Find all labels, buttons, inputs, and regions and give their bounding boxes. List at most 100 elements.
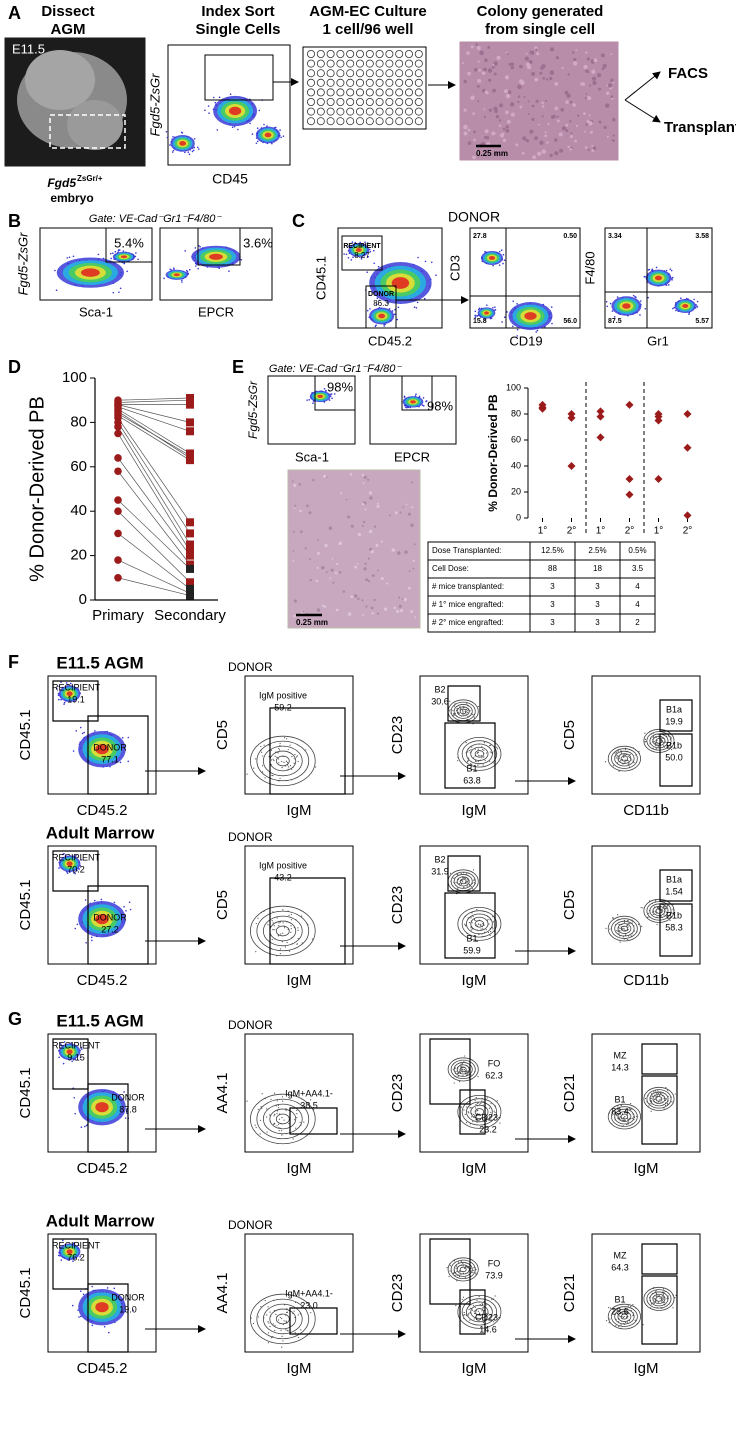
well — [365, 59, 374, 68]
texture — [408, 570, 411, 573]
pair-line — [117, 422, 191, 534]
label: Transplant — [664, 119, 736, 136]
well — [306, 117, 315, 126]
density — [682, 304, 689, 308]
texture — [560, 107, 565, 112]
texture — [596, 73, 602, 78]
gate-value: 76.2 — [67, 1252, 85, 1262]
event-dot — [482, 764, 484, 766]
texture — [483, 108, 486, 111]
event-dot — [644, 1097, 647, 1100]
event-dot — [255, 951, 257, 953]
contour — [453, 874, 473, 889]
event-dot — [619, 927, 621, 929]
gate — [314, 375, 356, 411]
y-tick-label: 100 — [62, 369, 87, 386]
event-dot — [184, 151, 186, 154]
event-dot — [473, 881, 475, 884]
event-dot — [276, 1125, 278, 1127]
well — [395, 88, 404, 97]
well — [316, 50, 325, 59]
event-dot — [259, 1133, 261, 1135]
arrow — [624, 99, 661, 123]
well — [346, 88, 355, 97]
event-dot — [483, 749, 485, 751]
texture — [397, 551, 401, 555]
event-dot — [655, 266, 658, 269]
event-dot — [90, 936, 93, 939]
event-dot — [286, 1329, 288, 1331]
event-dot — [661, 908, 663, 910]
label: 5.4% — [114, 235, 144, 250]
table-text: # 2° mice engrafted: — [432, 618, 504, 627]
event-dot — [108, 1331, 110, 1334]
texture — [610, 53, 613, 56]
density — [378, 313, 386, 319]
point — [683, 410, 692, 418]
texture — [340, 492, 343, 495]
label: CD45.1 — [17, 1268, 34, 1319]
event-dot — [80, 1048, 83, 1050]
event-dot — [273, 1115, 275, 1117]
point — [186, 578, 194, 587]
texture — [592, 146, 597, 150]
event-dot — [58, 698, 60, 701]
event-dot — [285, 1109, 287, 1112]
event-dot — [418, 395, 421, 398]
event-dot — [660, 909, 662, 911]
well — [316, 117, 325, 126]
well — [395, 59, 404, 68]
gate-value: 59.9 — [463, 945, 481, 955]
event-dot — [79, 1056, 82, 1059]
event-dot — [463, 1109, 465, 1111]
event-dot — [455, 882, 457, 884]
event-dot — [255, 922, 257, 925]
event-dot — [271, 920, 273, 922]
texture — [580, 82, 584, 86]
event-dot — [207, 105, 210, 107]
texture — [329, 577, 332, 580]
event-dot — [455, 1305, 457, 1307]
event-dot — [619, 930, 621, 932]
label: CD23 — [389, 1274, 406, 1312]
texture — [554, 138, 558, 142]
texture — [510, 65, 514, 70]
label: Fgd5-ZsGr — [15, 232, 30, 296]
texture — [572, 103, 576, 107]
event-dot — [657, 1301, 659, 1303]
event-dot — [214, 101, 217, 104]
event-dot — [204, 109, 206, 112]
texture — [300, 530, 303, 534]
label: CD5 — [214, 720, 231, 750]
texture — [376, 504, 380, 509]
texture — [316, 608, 321, 612]
event-dot — [255, 142, 258, 145]
step-title: Colony generated — [477, 3, 604, 20]
texture — [600, 53, 605, 58]
event-dot — [273, 925, 275, 927]
event-dot — [279, 129, 281, 131]
texture — [365, 605, 368, 608]
plot-frame — [244, 845, 354, 965]
texture — [532, 155, 537, 160]
texture — [393, 606, 397, 610]
event-dot — [281, 941, 283, 943]
event-dot — [294, 1332, 296, 1334]
well — [404, 107, 413, 116]
event-dot — [374, 325, 377, 328]
event-dot — [118, 291, 120, 293]
sort-gate — [204, 54, 274, 101]
point — [538, 403, 547, 412]
event-dot — [471, 1309, 474, 1311]
event-dot — [464, 1276, 466, 1278]
event-dot — [452, 1272, 455, 1275]
point — [654, 475, 663, 483]
event-dot — [457, 1261, 460, 1263]
gate-name: RECIPIENT — [52, 852, 101, 862]
point — [683, 511, 692, 520]
event-dot — [291, 756, 293, 758]
well — [336, 117, 345, 126]
event-dot — [516, 335, 519, 337]
label: CD45.2 — [368, 333, 412, 348]
event-dot — [476, 1102, 478, 1105]
